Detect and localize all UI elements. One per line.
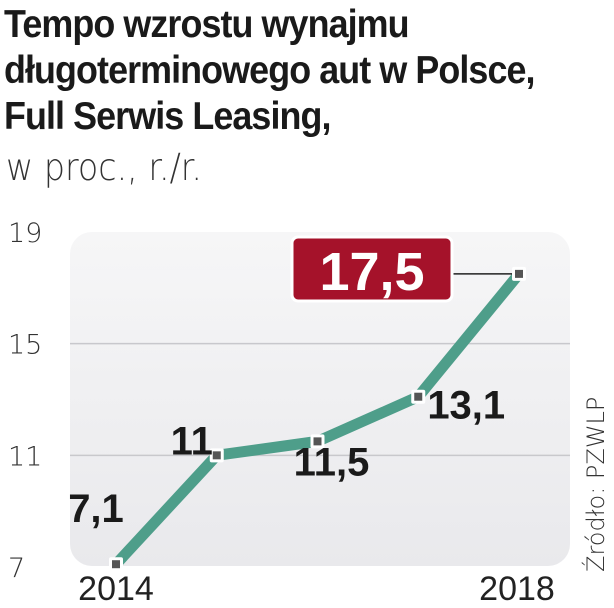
- data-label: 11: [171, 419, 213, 463]
- y-tick-label: 15: [8, 330, 42, 361]
- data-label: 13,1: [427, 384, 505, 428]
- y-tick-label: 11: [8, 441, 42, 472]
- data-point: [212, 451, 221, 460]
- data-label: 11,5: [294, 440, 370, 484]
- x-tick-label: 2018: [479, 570, 555, 608]
- x-tick-label: 2014: [78, 570, 154, 608]
- y-tick-label: 19: [8, 218, 42, 249]
- source-note: Źródło: PZWLP: [581, 397, 610, 572]
- data-point: [414, 392, 423, 401]
- data-label: 7,1: [68, 487, 124, 531]
- y-tick-label: 7: [8, 553, 25, 584]
- chart-subtitle: w proc., r./r.: [6, 146, 203, 189]
- chart-title-text: Tempo wzrostu wynajmu długoterminowego a…: [4, 3, 536, 138]
- data-point: [112, 560, 120, 569]
- data-label: 17,5: [319, 242, 424, 302]
- chart-title: Tempo wzrostu wynajmu długoterminowego a…: [4, 2, 593, 140]
- data-point: [313, 437, 322, 446]
- data-point: [515, 269, 523, 278]
- highlight-label-box: [290, 235, 454, 303]
